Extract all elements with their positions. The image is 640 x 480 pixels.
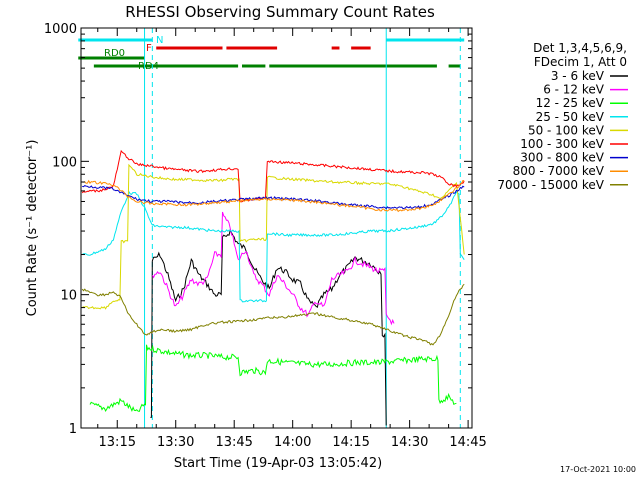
series-line-8: [81, 283, 465, 346]
chart-title: RHESSI Observing Summary Count Rates: [125, 3, 435, 21]
legend-label: 6 - 12 keV: [543, 83, 605, 97]
legend-label: 3 - 6 keV: [551, 69, 605, 83]
flag-bars: NF RD0 RD4: [78, 35, 465, 72]
series-line-5: [81, 149, 465, 203]
plot-frame: [80, 27, 473, 429]
legend-title-line-1: Det 1,3,4,5,6,9,: [533, 41, 627, 55]
legend: Det 1,3,4,5,6,9, FDecim 1, Att 0 3 - 6 k…: [497, 41, 628, 192]
y-tick-label: 1000: [44, 22, 77, 37]
y-tick-label: 100: [52, 155, 77, 170]
axis-ticks: 13:15 13:30 13:45 14:00 14:15 14:30 14:45 1 10 10…: [44, 22, 487, 450]
footer-date: 17-Oct-2021 10:00: [560, 465, 636, 474]
x-tick-label: 14:30: [391, 435, 428, 450]
x-tick-label: 14:15: [332, 435, 369, 450]
legend-label: 7000 - 15000 keV: [497, 178, 604, 192]
x-tick-label: 14:00: [274, 435, 311, 450]
x-tick-label: 13:45: [215, 435, 252, 450]
x-axis-label: Start Time (19-Apr-03 13:05:42): [174, 456, 382, 471]
legend-title-line-2: FDecim 1, Att 0: [534, 55, 627, 69]
legend-label: 50 - 100 keV: [528, 123, 605, 137]
series-line-3: [81, 190, 465, 303]
series-line-7: [82, 179, 465, 213]
series-line-2: [89, 344, 457, 413]
legend-label: 25 - 50 keV: [536, 110, 605, 124]
series-line-0: [150, 228, 387, 426]
y-tick-label: 1: [69, 422, 77, 437]
legend-label: 300 - 800 keV: [520, 151, 604, 165]
legend-label: 12 - 25 keV: [536, 96, 605, 110]
flag-label-rd4: RD4: [138, 61, 159, 72]
series-line-1: [151, 211, 395, 326]
flag-label-n: N: [156, 35, 163, 46]
legend-label: 100 - 300 keV: [520, 137, 604, 151]
flag-label-rd0: RD0: [104, 48, 125, 59]
series-line-6: [82, 185, 465, 210]
series-line-4: [81, 163, 465, 310]
series-group: [81, 149, 465, 426]
y-tick-label: 10: [60, 289, 77, 304]
y-axis-label: Count Rate (s⁻¹ detector⁻¹): [25, 140, 40, 317]
flag-label-f: F: [146, 43, 152, 54]
x-tick-label: 13:15: [99, 435, 136, 450]
vertical-markers: [144, 28, 461, 428]
x-tick-label: 14:45: [449, 435, 486, 450]
x-tick-label: 13:30: [157, 435, 194, 450]
legend-label: 800 - 7000 keV: [513, 164, 605, 178]
